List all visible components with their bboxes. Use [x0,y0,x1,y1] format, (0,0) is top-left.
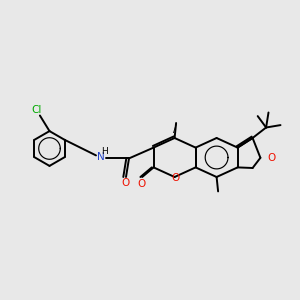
Text: O: O [267,153,275,164]
Text: /: / [173,124,177,134]
Text: H: H [101,147,108,156]
Text: Cl: Cl [31,105,41,115]
Text: O: O [121,178,130,188]
Text: O: O [137,178,145,189]
Text: N: N [97,152,104,162]
Text: O: O [171,173,179,183]
